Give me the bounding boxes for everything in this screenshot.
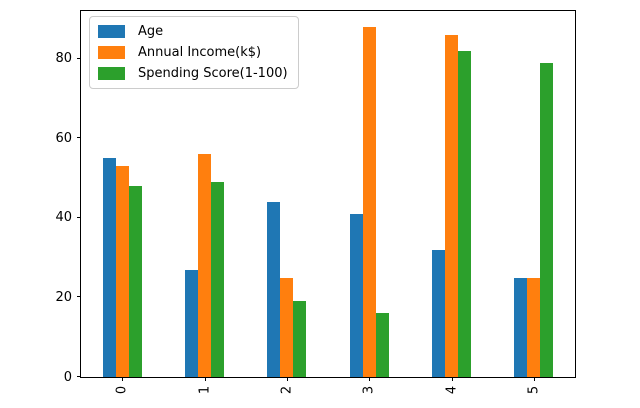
legend: Age Annual Income(k$) Spending Score(1-100… — [89, 16, 299, 89]
bar-spending-score-1-100-group-4 — [458, 50, 471, 377]
y-tick-label: 80 — [55, 51, 72, 67]
bar-annual-income-k-group-1 — [198, 154, 211, 377]
x-tick-label: 1 — [197, 385, 212, 395]
bar-spending-score-1-100-group-0 — [128, 186, 142, 377]
bar-age-group-1 — [185, 269, 198, 377]
bar-age-group-4 — [432, 249, 445, 377]
legend-label: Spending Score(1-100) — [138, 65, 288, 81]
y-tick-label: 20 — [55, 289, 72, 305]
bar-spending-score-1-100-group-2 — [293, 301, 307, 377]
y-tick-mark — [77, 376, 81, 377]
bar-annual-income-k-group-2 — [280, 277, 294, 377]
bar-age-group-0 — [102, 158, 116, 377]
bar-age-group-5 — [514, 277, 528, 377]
x-tick-label: 3 — [361, 385, 377, 395]
legend-swatch-icon — [98, 46, 125, 59]
bar-spending-score-1-100-group-1 — [211, 182, 224, 377]
y-tick-mark — [77, 57, 81, 59]
bar-annual-income-k-group-5 — [527, 277, 541, 377]
legend-swatch-icon — [98, 25, 125, 38]
legend-row: Age — [98, 23, 288, 40]
legend-label: Age — [138, 23, 164, 39]
bar-annual-income-k-group-3 — [362, 26, 376, 377]
y-tick-mark — [77, 137, 81, 139]
bar-age-group-2 — [267, 201, 281, 377]
x-tick-mark — [122, 377, 124, 381]
bar-annual-income-k-group-0 — [115, 166, 129, 377]
legend-row: Annual Income(k$) — [98, 44, 288, 61]
x-tick-mark — [451, 377, 453, 381]
legend-swatch-icon — [98, 67, 125, 80]
x-tick-label: 2 — [279, 385, 295, 395]
bar-age-group-3 — [349, 213, 363, 377]
bar-spending-score-1-100-group-5 — [540, 62, 554, 377]
x-tick-mark — [533, 377, 535, 381]
legend-label: Annual Income(k$) — [138, 44, 262, 60]
x-tick-label: 0 — [114, 385, 130, 395]
x-tick-mark — [204, 377, 206, 381]
bar-annual-income-k-group-4 — [445, 34, 458, 377]
x-tick-label: 5 — [526, 385, 542, 395]
x-tick-mark — [369, 377, 371, 381]
y-tick-mark — [77, 296, 81, 298]
x-tick-mark — [286, 377, 288, 381]
y-tick-label: 60 — [55, 130, 72, 146]
y-tick-label: 0 — [63, 369, 72, 385]
plot-area: Age Annual Income(k$) Spending Score(1-100… — [55, 10, 576, 394]
x-tick-label: 4 — [444, 385, 459, 395]
y-tick-mark — [77, 216, 81, 218]
bar-spending-score-1-100-group-3 — [375, 313, 389, 377]
y-tick-label: 40 — [55, 210, 72, 226]
legend-row: Spending Score(1-100) — [98, 65, 288, 82]
